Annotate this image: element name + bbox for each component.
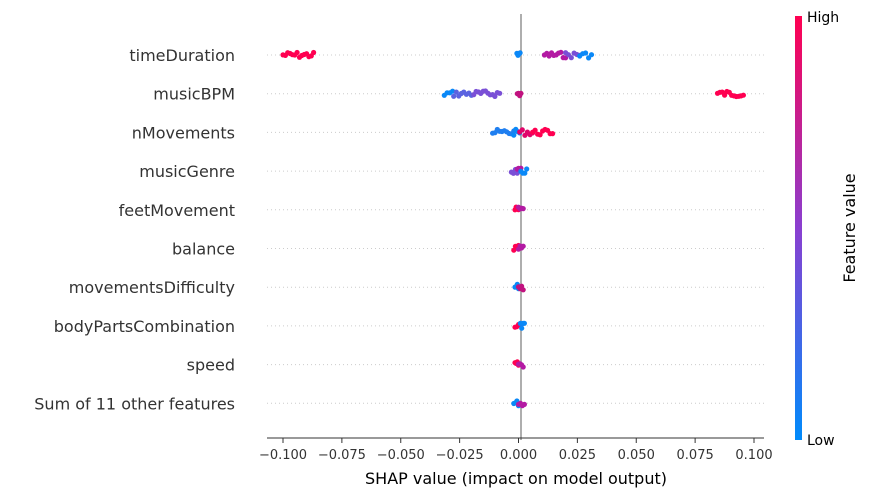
x-tick-label: 0.025 — [559, 448, 596, 463]
data-point — [550, 131, 556, 137]
data-point — [583, 50, 589, 56]
data-point — [497, 90, 503, 96]
data-point — [511, 247, 517, 253]
row-guides — [267, 54, 764, 404]
feature-label: musicBPM — [153, 85, 235, 104]
data-point — [511, 132, 517, 138]
feature-label: bodyPartsCombination — [54, 317, 235, 336]
x-tick-label: 0.000 — [500, 448, 537, 463]
data-point — [524, 166, 530, 172]
x-tick-label: −0.025 — [436, 448, 484, 463]
x-tick-label: −0.050 — [377, 448, 425, 463]
data-point — [522, 170, 528, 176]
x-tick-label: −0.075 — [318, 448, 366, 463]
x-axis-label: SHAP value (impact on model output) — [365, 469, 667, 488]
feature-label: musicGenre — [139, 162, 235, 181]
data-point — [451, 93, 457, 99]
data-point — [532, 127, 538, 133]
data-point — [518, 90, 524, 96]
feature-label: movementsDifficulty — [69, 278, 235, 297]
feature-label: timeDuration — [129, 46, 235, 65]
data-point — [520, 243, 526, 249]
colorbar — [795, 16, 802, 440]
data-points — [280, 49, 747, 409]
data-point — [740, 92, 747, 98]
data-point — [520, 206, 526, 212]
data-point — [521, 401, 528, 407]
data-point — [588, 52, 595, 58]
data-point — [453, 89, 459, 95]
colorbar-title: Feature value — [840, 173, 859, 282]
x-tick-label: 0.100 — [735, 448, 772, 463]
x-axis-ticks: −0.100 −0.075 −0.050 −0.025 0.000 0.025 0.050 0… — [259, 438, 773, 463]
data-point — [537, 132, 543, 138]
data-point — [519, 325, 525, 331]
colorbar-low-label: Low — [807, 433, 835, 449]
data-point — [558, 49, 564, 55]
data-point — [520, 287, 526, 293]
data-point — [492, 93, 498, 99]
x-tick-label: 0.050 — [618, 448, 655, 463]
data-point — [519, 127, 525, 133]
colorbar-high-label: High — [807, 10, 839, 26]
data-point — [311, 49, 317, 56]
data-point — [521, 320, 528, 326]
feature-labels: timeDuration musicBPM nMovements musicGenre… — [34, 46, 235, 413]
feature-label: nMovements — [132, 123, 235, 142]
x-tick-label: 0.075 — [677, 448, 714, 463]
data-point — [517, 50, 523, 56]
feature-label: balance — [172, 240, 235, 259]
data-point — [568, 55, 574, 61]
data-point — [294, 49, 300, 56]
feature-label: speed — [187, 356, 235, 375]
x-tick-label: −0.100 — [259, 448, 307, 463]
feature-label: Sum of 11 other features — [34, 394, 235, 413]
feature-label: feetMovement — [119, 201, 235, 220]
data-point — [520, 364, 526, 370]
